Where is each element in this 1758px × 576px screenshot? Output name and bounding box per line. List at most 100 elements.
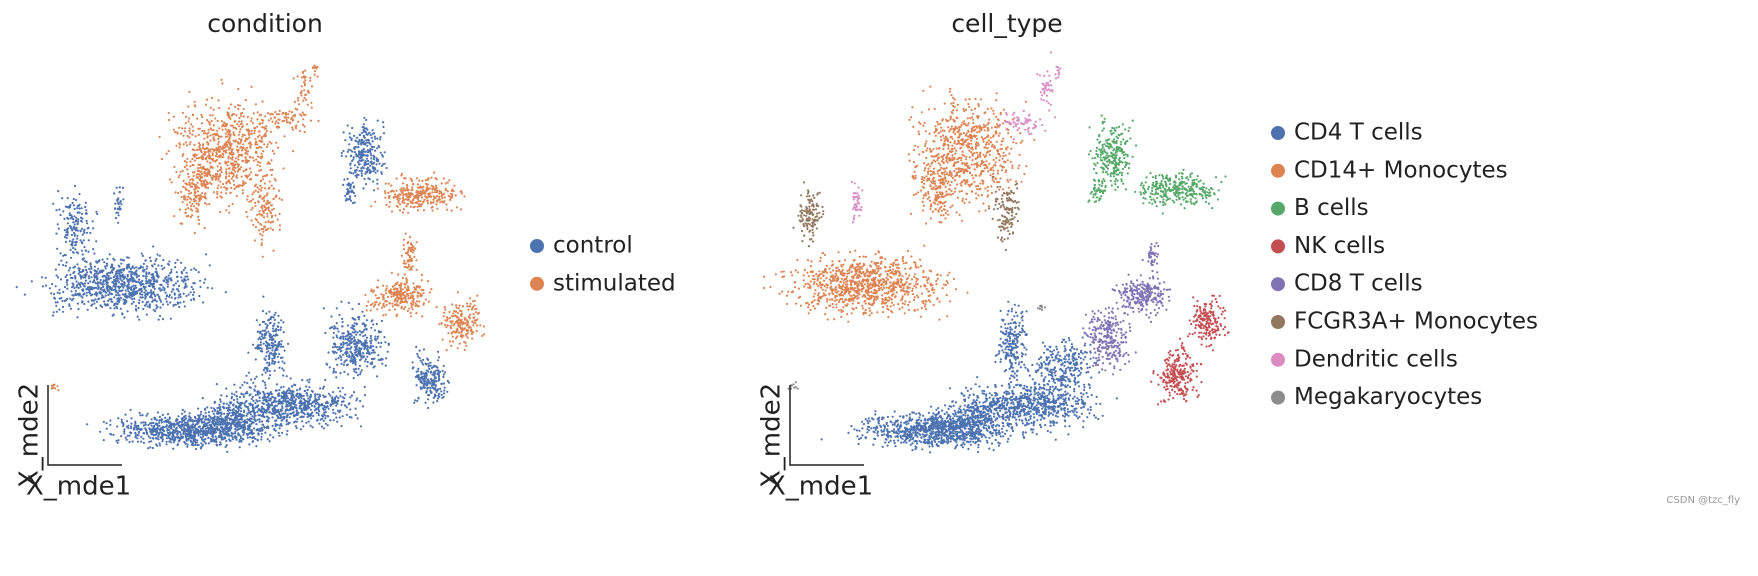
cell-dot — [85, 212, 88, 215]
cell-dot — [289, 377, 292, 380]
cell-dot — [217, 147, 220, 150]
cell-dot — [155, 300, 158, 303]
cell-dot — [233, 183, 236, 186]
cell-dot — [193, 198, 196, 201]
cell-dot — [219, 195, 222, 198]
cell-dot — [217, 435, 220, 439]
cell-dot — [384, 313, 387, 316]
cell-dot — [311, 426, 314, 429]
cell-dot — [262, 210, 265, 213]
cell-dot — [61, 310, 65, 313]
cell-dot — [260, 438, 263, 441]
cell-dot — [200, 183, 203, 186]
cell-dot — [88, 292, 92, 295]
cell-dot — [146, 412, 149, 415]
cell-dot — [185, 188, 188, 191]
cell-dot — [55, 232, 58, 235]
cell-dot — [368, 168, 371, 171]
cell-dot — [380, 172, 383, 175]
cell-dot — [402, 182, 405, 185]
cell-dot — [142, 307, 145, 311]
cell-dot — [179, 295, 182, 298]
cell-dot — [155, 304, 158, 307]
cell-dot — [415, 268, 418, 271]
cell-dot — [215, 443, 218, 446]
cell-dot — [164, 416, 167, 419]
cell-dot — [181, 201, 184, 204]
cell-dot — [229, 429, 232, 432]
cell-dot — [228, 136, 231, 140]
cell-dot — [254, 138, 257, 141]
cell-dot — [406, 285, 410, 288]
cell-dot — [296, 412, 299, 415]
cell-dot — [199, 413, 202, 416]
cell-dot — [54, 268, 58, 271]
cell-dot — [372, 162, 375, 165]
cell-dot — [352, 172, 355, 175]
cell-dot — [262, 196, 265, 199]
cell-dot — [124, 413, 127, 416]
cell-dot — [259, 140, 262, 143]
cell-dot — [251, 403, 254, 407]
cell-dot — [286, 404, 290, 407]
cell-dot — [304, 79, 307, 82]
cell-dot — [113, 296, 116, 299]
cell-dot — [249, 393, 252, 396]
cell-dot — [75, 216, 78, 219]
cell-dot — [247, 433, 250, 436]
cell-dot — [445, 349, 448, 352]
cell-dot — [54, 285, 57, 288]
cell-dot — [302, 118, 305, 121]
cell-dot — [153, 278, 156, 281]
cell-dot — [99, 304, 102, 307]
cell-dot — [203, 196, 207, 199]
cell-dot — [181, 222, 184, 225]
cell-dot — [234, 166, 237, 170]
cell-dot — [235, 114, 238, 117]
cell-dot — [303, 96, 306, 100]
cell-dot — [123, 281, 126, 284]
cell-dot — [231, 438, 234, 441]
cell-dot — [273, 152, 276, 155]
cell-dot — [292, 114, 295, 117]
cell-dot — [238, 153, 241, 156]
cell-dot — [304, 93, 307, 96]
cell-dot — [472, 324, 475, 327]
cell-dot — [118, 298, 121, 302]
cell-dot — [355, 136, 359, 139]
cell-dot — [74, 289, 77, 292]
cell-dot — [195, 202, 198, 205]
cell-dot — [453, 309, 456, 313]
cell-dot — [432, 201, 435, 204]
cell-dot — [470, 330, 473, 333]
cell-dot — [147, 435, 150, 438]
cell-dot — [250, 208, 253, 211]
cell-dot — [275, 389, 278, 392]
cell-dot — [337, 409, 340, 412]
cell-dot — [234, 170, 237, 173]
cell-dot — [249, 429, 252, 432]
cell-dot — [140, 252, 143, 255]
cell-dot — [344, 139, 347, 142]
cell-dot — [150, 295, 153, 298]
cell-dot — [305, 392, 308, 395]
cell-dot — [131, 265, 134, 268]
cell-dot — [203, 170, 206, 173]
cell-dot — [109, 423, 112, 426]
cell-dot — [309, 408, 312, 411]
cell-dot — [159, 306, 162, 309]
cell-dot — [181, 279, 184, 282]
cell-dot — [228, 114, 231, 117]
cell-dot — [122, 293, 125, 296]
cell-dot — [197, 133, 200, 137]
cell-dot — [202, 143, 205, 146]
cell-dot — [379, 151, 382, 154]
cell-dot — [181, 436, 184, 439]
cell-dot — [104, 267, 107, 270]
cell-dot — [270, 159, 273, 162]
cell-dot — [415, 312, 418, 315]
cell-dot — [120, 262, 123, 265]
cell-dot — [214, 117, 217, 120]
cell-dot — [340, 400, 344, 403]
cell-dot — [302, 425, 305, 428]
